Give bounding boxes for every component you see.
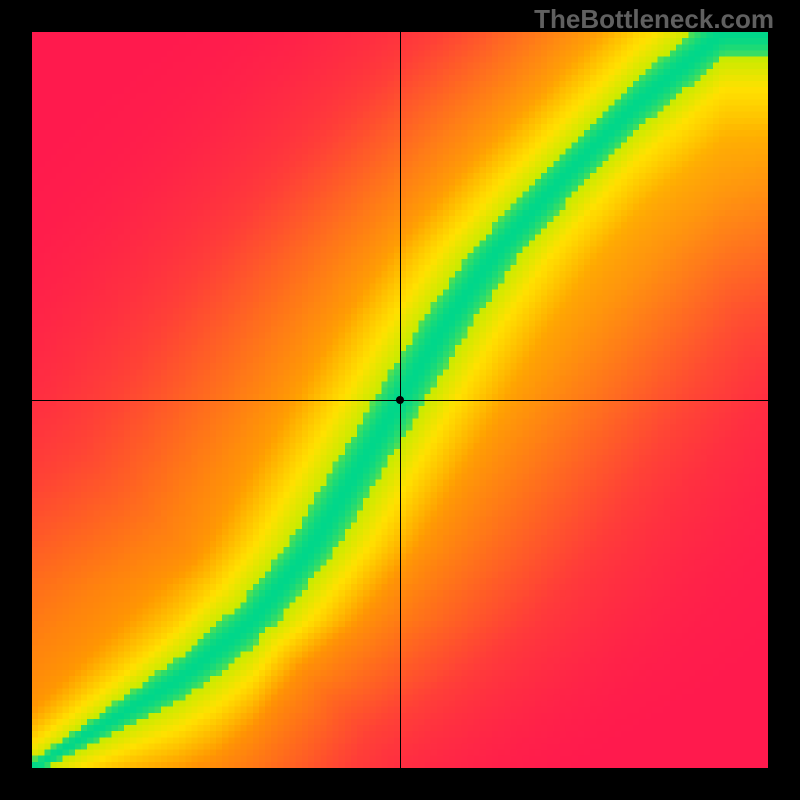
- watermark-text: TheBottleneck.com: [534, 4, 774, 35]
- heatmap-plot: [32, 32, 768, 768]
- chart-frame: TheBottleneck.com: [0, 0, 800, 800]
- crosshair-marker: [396, 396, 404, 404]
